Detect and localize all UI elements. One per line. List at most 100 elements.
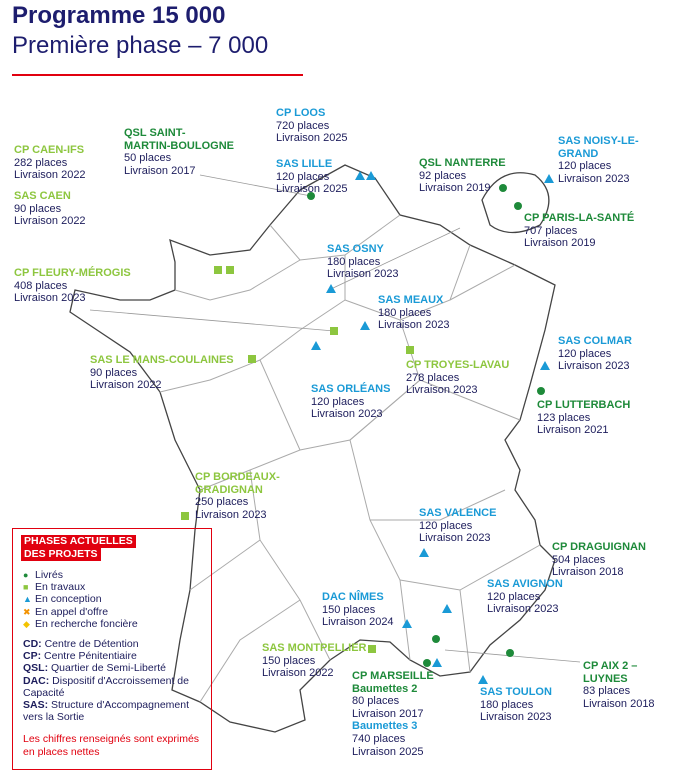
site-label: QSL SAINT- MARTIN-BOULOGNE 50 places Livrai… [124, 127, 234, 177]
abbr: QSL: [23, 662, 49, 675]
abbreviation: SAS: Structure d'Accompagnement vers la … [23, 699, 207, 723]
legend-icon: ■ [23, 582, 29, 593]
site-name: MARTIN-BOULOGNE [124, 139, 234, 152]
site-detail: 120 places [487, 590, 541, 603]
site-detail: 504 places [552, 553, 606, 566]
marker [423, 659, 431, 667]
site-name: CP LUTTERBACH [537, 399, 631, 411]
site-detail: Livraison 2017 [352, 707, 424, 720]
site-detail: 120 places [276, 170, 330, 183]
abbreviation: DAC: Dispositif d'Accroissement de Capac… [23, 675, 207, 699]
site-label: CP CAEN-IFS 282 places Livraison 2022 [14, 144, 86, 182]
site-label: CP MARSEILLE Baumettes 2 80 places Livraiso… [352, 670, 434, 758]
site-name: SAS OSNY [327, 243, 384, 255]
site-detail: Livraison 2023 [558, 360, 630, 373]
abbr-text: Centre de Détention [44, 638, 139, 651]
site-detail: 120 places [558, 160, 612, 173]
abbr-text: Dispositif d'Accroissement de Capacité [23, 674, 189, 699]
site-detail: 83 places [583, 685, 631, 698]
site-name: QSL SAINT- [124, 127, 186, 139]
site-name: SAS MEAUX [378, 294, 444, 306]
marker [514, 202, 522, 210]
site-detail: Livraison 2022 [262, 667, 334, 680]
site-label: SAS COLMAR 120 places Livraison 2023 [558, 335, 632, 373]
abbr: SAS: [23, 699, 49, 712]
site-detail: Livraison 2023 [558, 172, 630, 185]
site-detail: Livraison 2025 [352, 745, 424, 758]
site-detail: 740 places [352, 732, 406, 745]
marker [360, 321, 370, 330]
legend-item: ▲ En conception [23, 593, 211, 605]
site-name: CP DRAGUIGNAN [552, 541, 646, 553]
site-label: CP PARIS-LA-SANTÉ 707 places Livraison 201… [524, 212, 634, 250]
legend-icon: ✖ [23, 606, 31, 617]
site-label: SAS OSNY 180 places Livraison 2023 [327, 243, 399, 281]
marker [506, 649, 514, 657]
abbr: CP: [23, 650, 42, 663]
marker [540, 361, 550, 370]
site-name: SAS COLMAR [558, 335, 632, 347]
marker [499, 184, 507, 192]
site-label: SAS VALENCE 120 places Livraison 2023 [419, 507, 496, 545]
legend-note: Les chiffres renseignés sont exprimés en… [23, 733, 200, 758]
legend: PHASES ACTUELLES DES PROJETS ● Livrés ■ En tr… [12, 528, 212, 770]
site-name: GRADIGNAN [195, 483, 263, 496]
title: Programme 15 000 [12, 2, 226, 29]
site-detail: Livraison 2023 [480, 711, 552, 724]
abbr: CD: [23, 638, 42, 651]
legend-title-line: PHASES ACTUELLES [21, 535, 136, 548]
abbreviations: CD: Centre de Détention CP: Centre Pénite… [13, 638, 211, 723]
site-name: SAS CAEN [14, 190, 71, 202]
site-detail: Livraison 2023 [419, 532, 491, 545]
site-name: SAS ORLÉANS [311, 383, 391, 395]
site-label: SAS LILLE 120 places Livraison 2025 [276, 158, 348, 196]
marker [402, 619, 412, 628]
abbr: DAC: [23, 674, 50, 687]
site-name: SAS VALENCE [419, 507, 497, 519]
site-detail: 50 places [124, 152, 172, 165]
site-detail: Livraison 2023 [311, 408, 383, 421]
site-name: CP MARSEILLE [352, 670, 434, 682]
site-detail: Livraison 2023 [14, 292, 86, 305]
site-detail: Livraison 2022 [14, 169, 86, 182]
marker [366, 171, 376, 180]
site-detail: Livraison 2019 [524, 237, 596, 250]
site-detail: 150 places [262, 654, 316, 667]
site-detail: 720 places [276, 119, 330, 132]
site-detail: 80 places [352, 695, 400, 708]
site-detail: Livraison 2022 [14, 215, 86, 228]
abbr-text: Quartier de Semi-Liberté [51, 662, 166, 675]
site-name: CP AIX 2 – [583, 660, 638, 672]
legend-icon: ◆ [23, 618, 30, 629]
marker [432, 635, 440, 643]
site-detail: Livraison 2017 [124, 164, 196, 177]
site-name: GRAND [558, 147, 599, 160]
site-subname: Baumettes 3 [352, 720, 418, 733]
site-detail: Livraison 2023 [406, 384, 478, 397]
site-name: SAS LILLE [276, 158, 333, 170]
site-detail: 408 places [14, 279, 68, 292]
site-name: CP TROYES-LAVAU [406, 359, 510, 371]
legend-icon: ● [23, 570, 29, 580]
site-label: SAS CAEN 90 places Livraison 2022 [14, 190, 86, 228]
marker [311, 341, 321, 350]
legend-item: ■ En travaux [23, 581, 211, 593]
site-label: SAS LE MANS-COULAINES 90 places Livraison … [90, 354, 234, 392]
legend-label: En appel d'offre [35, 605, 109, 618]
site-name: CP CAEN-IFS [14, 144, 85, 156]
site-label: CP LUTTERBACH 123 places Livraison 2021 [537, 399, 630, 437]
site-name: LUYNES [583, 672, 628, 685]
site-name: SAS NOISY-LE- [558, 135, 639, 147]
site-label: CP LOOS 720 places Livraison 2025 [276, 107, 348, 145]
site-label: CP TROYES-LAVAU 278 places Livraison 2023 [406, 359, 509, 397]
site-detail: 120 places [311, 395, 365, 408]
site-detail: 120 places [419, 519, 473, 532]
site-label: SAS TOULON 180 places Livraison 2023 [480, 686, 552, 724]
site-name: CP PARIS-LA-SANTÉ [524, 212, 635, 224]
legend-item: ● Livrés [23, 569, 211, 581]
site-detail: Livraison 2023 [378, 319, 450, 332]
site-detail: Livraison 2018 [552, 566, 624, 579]
legend-items: ● Livrés ■ En travaux ▲ En conception ✖ En appe… [13, 569, 211, 630]
site-name: CP FLEURY-MÉROGIS [14, 267, 131, 279]
subtitle: Première phase – 7 000 [12, 32, 269, 59]
